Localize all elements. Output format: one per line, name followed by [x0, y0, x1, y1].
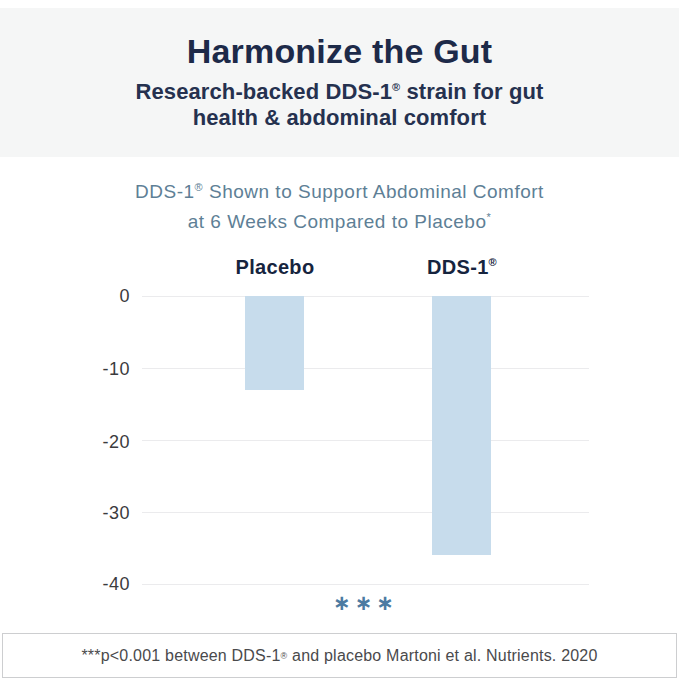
y-axis-tick-label: -20 [50, 432, 130, 452]
subtitle-line2-text: health & abdominal comfort [193, 105, 487, 130]
chart-title-line1-rest: Shown to Support Abdominal Comfort [203, 181, 544, 202]
footnote-text: ***p<0.001 between DDS-1 [81, 647, 280, 665]
page-title: Harmonize the Gut [0, 8, 679, 70]
registered-mark: ® [489, 256, 497, 268]
y-axis-tick-label: -40 [50, 574, 130, 594]
subtitle-line1-rest: strain for gut [400, 79, 543, 104]
gridline-neg30 [142, 512, 589, 513]
significance-marker: ∗∗∗ [142, 591, 589, 615]
header-banner: Harmonize the Gut Research-backed DDS-1®… [0, 8, 679, 157]
registered-mark: ® [392, 81, 400, 93]
bar-placebo [245, 296, 304, 390]
column-label-dds1: DDS-1® [427, 256, 497, 279]
footnote-text-rest: and placebo Martoni et al. Nutrients. 20… [287, 647, 597, 665]
gridline-neg10 [142, 368, 589, 369]
chart-title: DDS-1® Shown to Support Abdominal Comfor… [0, 177, 679, 237]
column-label-text: Placebo [236, 256, 315, 278]
bar-dds1 [432, 296, 491, 555]
y-axis-tick-label: -30 [50, 503, 130, 523]
header-subtitle: Research-backed DDS-1® strain for guthea… [0, 79, 679, 131]
subtitle-line1-text: Research-backed DDS-1 [136, 79, 392, 104]
gridline-neg20 [142, 440, 589, 441]
registered-mark: ® [195, 181, 204, 193]
infographic-page: Harmonize the Gut Research-backed DDS-1®… [0, 0, 679, 679]
column-label-text: DDS-1 [427, 256, 489, 278]
footnote-box: ***p<0.001 between DDS-1® and placebo Ma… [2, 633, 677, 678]
column-label-placebo: Placebo [236, 256, 315, 279]
y-axis-tick-label: -10 [50, 359, 130, 379]
chart-title-line1: DDS-1 [135, 181, 195, 202]
gridline-neg40 [142, 584, 589, 585]
chart-title-line2: at 6 Weeks Compared to Placebo [188, 211, 487, 232]
gridline-0 [142, 296, 589, 297]
footnote-asterisk: * [486, 211, 491, 223]
y-axis-tick-label: 0 [50, 286, 130, 306]
